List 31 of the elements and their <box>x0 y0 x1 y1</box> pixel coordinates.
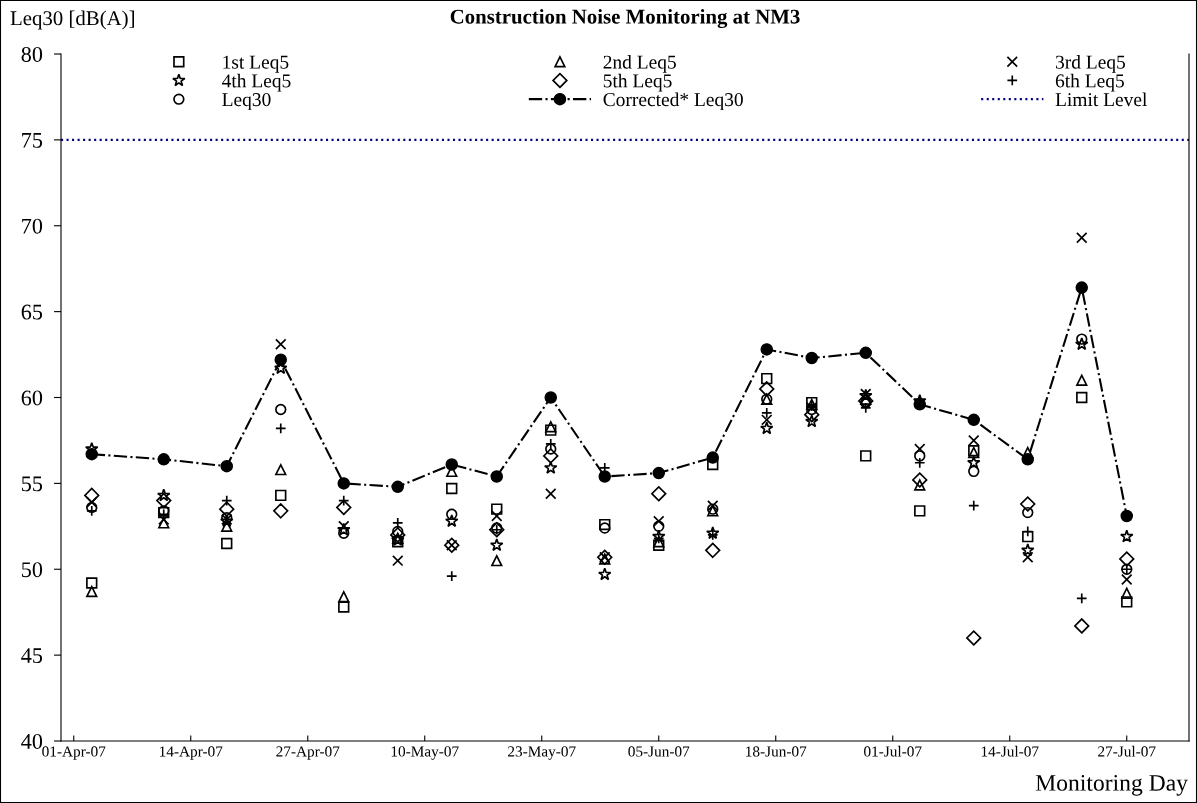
x-tick-label: 18-Jun-07 <box>746 746 807 757</box>
x-tick-label: 01-Apr-07 <box>42 746 106 760</box>
legend-label: 5th Leq5 <box>603 73 672 92</box>
legend-label: 4th Leq5 <box>222 73 291 92</box>
y-tick-label: 70 <box>22 218 43 234</box>
x-tick-label: 27-Apr-07 <box>276 746 340 760</box>
y-axis-title: Leq30 [dB(A)] <box>10 10 134 30</box>
y-tick-label: 65 <box>21 304 43 320</box>
x-tick-label: 14-Jul-07 <box>981 745 1039 757</box>
legend-label: 2nd Leq5 <box>603 55 676 73</box>
y-tick-label: 75 <box>22 133 43 148</box>
x-tick-label: 10-May-07 <box>391 746 459 760</box>
legend-label: 6th Leq5 <box>1055 73 1124 92</box>
y-tick-label: 40 <box>21 733 43 749</box>
y-tick-label: 50 <box>22 562 43 578</box>
x-axis-title: Monitoring Day <box>1035 774 1188 796</box>
y-tick-label: 80 <box>21 46 43 62</box>
chart-title: Construction Noise Monitoring at NM3 <box>450 8 800 29</box>
x-tick-label: 14-Apr-07 <box>160 746 223 760</box>
legend-label: 1st Leq5 <box>223 55 289 73</box>
x-tick-label: 23-May-07 <box>508 746 576 760</box>
y-tick-label: 60 <box>21 390 43 406</box>
y-tick-label: 55 <box>22 476 43 492</box>
legend-label: Leq30 <box>222 93 271 111</box>
y-tick-label: 45 <box>21 648 43 664</box>
x-tick-label: 01-Jul-07 <box>864 745 922 757</box>
legend-label: 3rd Leq5 <box>1055 55 1126 73</box>
legend-label: Limit Level <box>1055 92 1147 107</box>
x-tick-label: 05-Jun-07 <box>628 746 690 757</box>
legend-label: Corrected* Leq30 <box>603 92 743 111</box>
x-tick-label: 27-Jul-07 <box>1098 745 1156 757</box>
